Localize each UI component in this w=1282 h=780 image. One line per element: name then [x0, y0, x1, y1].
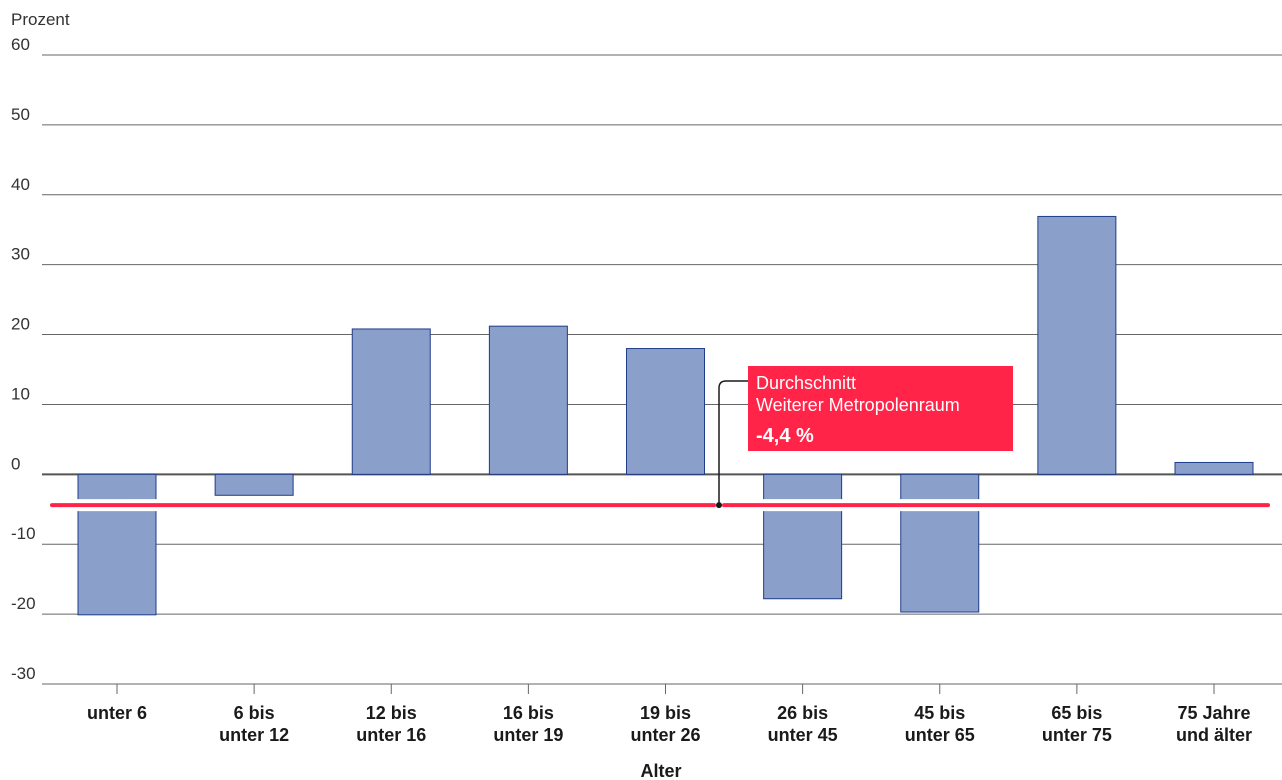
x-tick-label: 26 bis	[777, 703, 828, 723]
callout-dot	[716, 502, 722, 509]
x-tick-label: 45 bis	[914, 703, 965, 723]
y-tick-label: 20	[11, 315, 30, 334]
x-tick-label: 16 bis	[503, 703, 554, 723]
x-tick-label: unter 75	[1042, 725, 1112, 745]
y-axis-label: Prozent	[11, 10, 70, 29]
x-tick-label: unter 6	[87, 703, 147, 723]
callout-leader	[718, 380, 748, 506]
x-tick-label: unter 45	[768, 725, 838, 745]
x-tick-label: unter 26	[630, 725, 700, 745]
bar	[763, 473, 843, 600]
x-tick-label: unter 65	[905, 725, 975, 745]
bar	[626, 348, 705, 475]
bar	[1037, 215, 1117, 475]
average-label: Durchschnitt	[756, 373, 856, 393]
bars	[77, 215, 1254, 616]
x-tick-label: unter 16	[356, 725, 426, 745]
x-tick-label: 12 bis	[366, 703, 417, 723]
bar	[488, 325, 568, 475]
y-tick-label: 10	[11, 384, 30, 403]
x-tick-label: 6 bis	[234, 703, 275, 723]
y-tick-label: 40	[11, 175, 30, 194]
x-axis-label: Alter	[640, 761, 681, 780]
x-tick-label: unter 12	[219, 725, 289, 745]
y-tick-label: 60	[11, 35, 30, 54]
x-tick-label: und älter	[1176, 725, 1252, 745]
x-tick-label: 65 bis	[1051, 703, 1102, 723]
y-tick-label: -10	[11, 524, 36, 543]
x-tick-label: 19 bis	[640, 703, 691, 723]
y-tick-label: 0	[11, 454, 20, 473]
y-tick-label: 30	[11, 245, 30, 264]
average-label-box	[748, 366, 1013, 451]
bar	[214, 473, 294, 496]
average-value: -4,4 %	[756, 425, 814, 447]
bar	[77, 473, 157, 616]
bar	[1174, 461, 1254, 475]
bar	[900, 473, 980, 613]
average-label: Weiterer Metropolenraum	[756, 395, 960, 415]
x-tick-label: 75 Jahre	[1177, 703, 1250, 723]
y-tick-label: 50	[11, 105, 30, 124]
y-tick-label: -20	[11, 594, 36, 613]
y-tick-label: -30	[11, 664, 36, 683]
bar	[351, 328, 431, 475]
y-tick-labels: 60 50 40 30 20 10 0 -10 -20 -30	[11, 35, 36, 683]
x-tick-label: unter 19	[493, 725, 563, 745]
